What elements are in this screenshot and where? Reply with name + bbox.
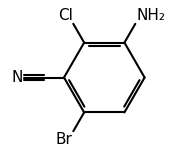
Text: NH₂: NH₂ <box>136 8 165 23</box>
Text: Br: Br <box>56 132 73 147</box>
Text: N: N <box>11 70 22 85</box>
Text: Cl: Cl <box>58 8 73 23</box>
